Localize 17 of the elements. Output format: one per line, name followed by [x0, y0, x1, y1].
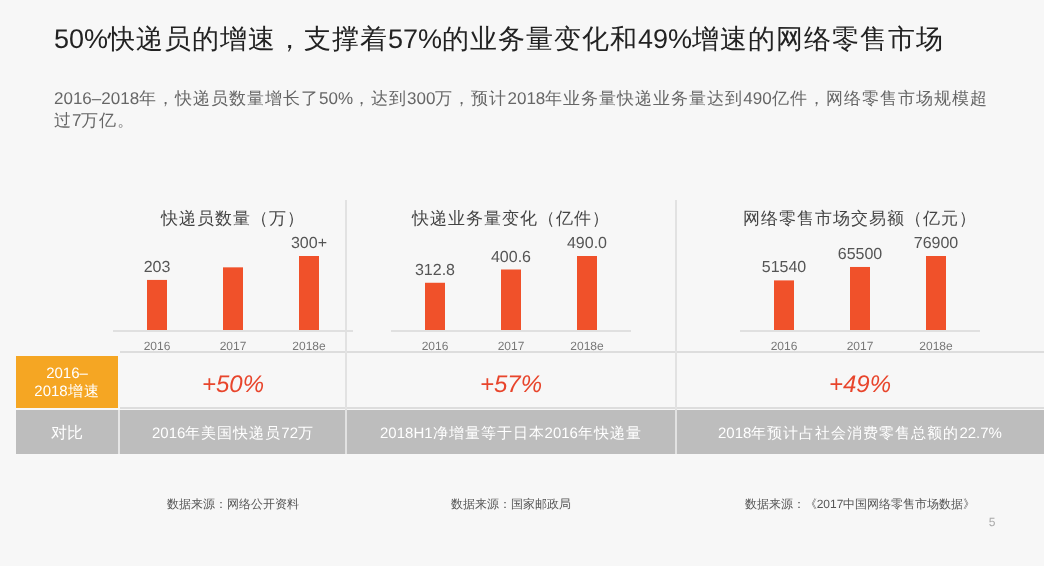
title: 50%快递员的增速，支撑着57%的业务量变化和49%增速的网络零售市场 [54, 24, 945, 54]
chart-title: 网络零售市场交易额（亿元） [743, 208, 977, 228]
subtitle: 2016–2018年，快递员数量增长了50%，达到300万，预计2018年业务量快递业务量达到490亿件，网络零售市场规模超过7万亿。 [54, 88, 988, 130]
chart-title: 快递员数量（万） [159, 208, 305, 228]
data-label: 203 [143, 257, 172, 276]
chart-title: 快递业务量变化（亿件） [410, 208, 610, 228]
data-label: 400.6 [490, 247, 533, 266]
text: +57% [479, 370, 543, 398]
data-label: 312.8 [414, 260, 457, 279]
text: +49% [828, 370, 892, 398]
data-label: 51540 [761, 258, 808, 277]
data-label: 65500 [837, 244, 884, 263]
text: 对比 [51, 424, 83, 442]
data-label: 490.0 [566, 234, 609, 252]
data-label: 300+ [290, 234, 328, 252]
text: +50% [201, 370, 265, 398]
data-label: 76900 [913, 234, 960, 252]
